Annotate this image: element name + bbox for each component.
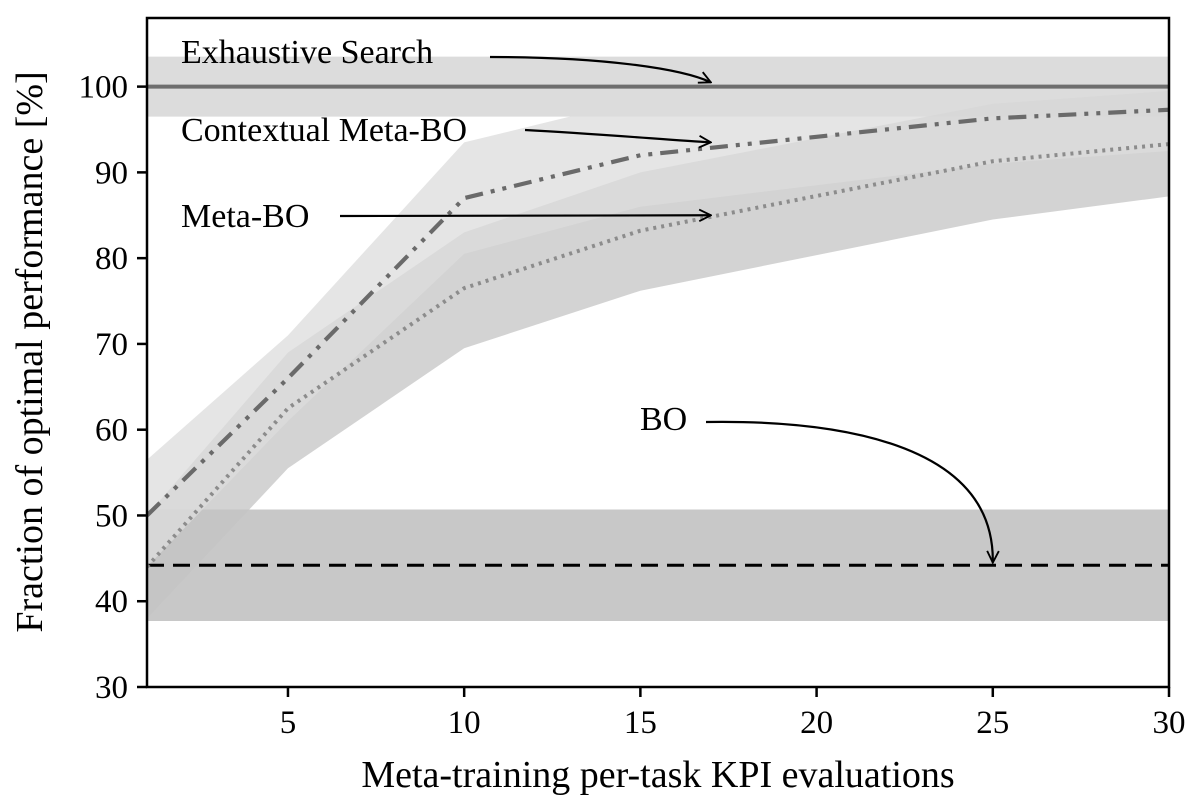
x-axis-title: Meta-training per-task KPI evaluations (361, 754, 954, 796)
x-tick-label: 10 (448, 705, 481, 741)
x-tick-label: 20 (800, 705, 833, 741)
y-axis: 30 40 50 60 70 80 90 100 (79, 70, 147, 706)
y-tick-label: 60 (95, 413, 128, 449)
y-tick-label: 80 (95, 241, 128, 277)
annotation-label-meta-bo: Meta-BO (181, 198, 309, 235)
x-tick-label: 25 (976, 705, 1009, 741)
band-contextual-meta-bo (147, 66, 1169, 567)
annotation-label-contextual-meta-bo: Contextual Meta-BO (181, 112, 467, 149)
y-tick-label: 50 (95, 498, 128, 534)
x-tick-label: 5 (280, 705, 297, 741)
annotations: Exhaustive Search Contextual Meta-BO Meta-… (181, 34, 993, 563)
y-tick-label: 70 (95, 327, 128, 363)
x-tick-label: 30 (1153, 705, 1186, 741)
annotation-label-bo: BO (640, 401, 687, 438)
annotation-label-exhaustive-search: Exhaustive Search (181, 34, 433, 71)
x-tick-label: 15 (624, 705, 657, 741)
y-tick-label: 30 (95, 670, 128, 706)
y-tick-label: 90 (95, 155, 128, 191)
annotation-arrow-meta-bo (339, 215, 711, 216)
x-axis: 5 10 15 20 25 30 (280, 687, 1186, 741)
annotation-arrow-exhaustive-search (489, 55, 711, 82)
y-tick-label: 100 (79, 70, 129, 106)
line-contextual-meta-bo (147, 107, 1169, 517)
line-meta-bo (147, 142, 1169, 569)
series-lines (147, 84, 1169, 569)
y-tick-label: 40 (95, 584, 128, 620)
y-axis-title: Fraction of optimal performance [%] (9, 71, 51, 632)
band-meta-bo (147, 90, 1169, 619)
annotation-arrow-bo (705, 420, 993, 563)
plot-frame (145, 16, 1171, 689)
annotation-arrow-contextual-meta-bo (524, 128, 711, 142)
